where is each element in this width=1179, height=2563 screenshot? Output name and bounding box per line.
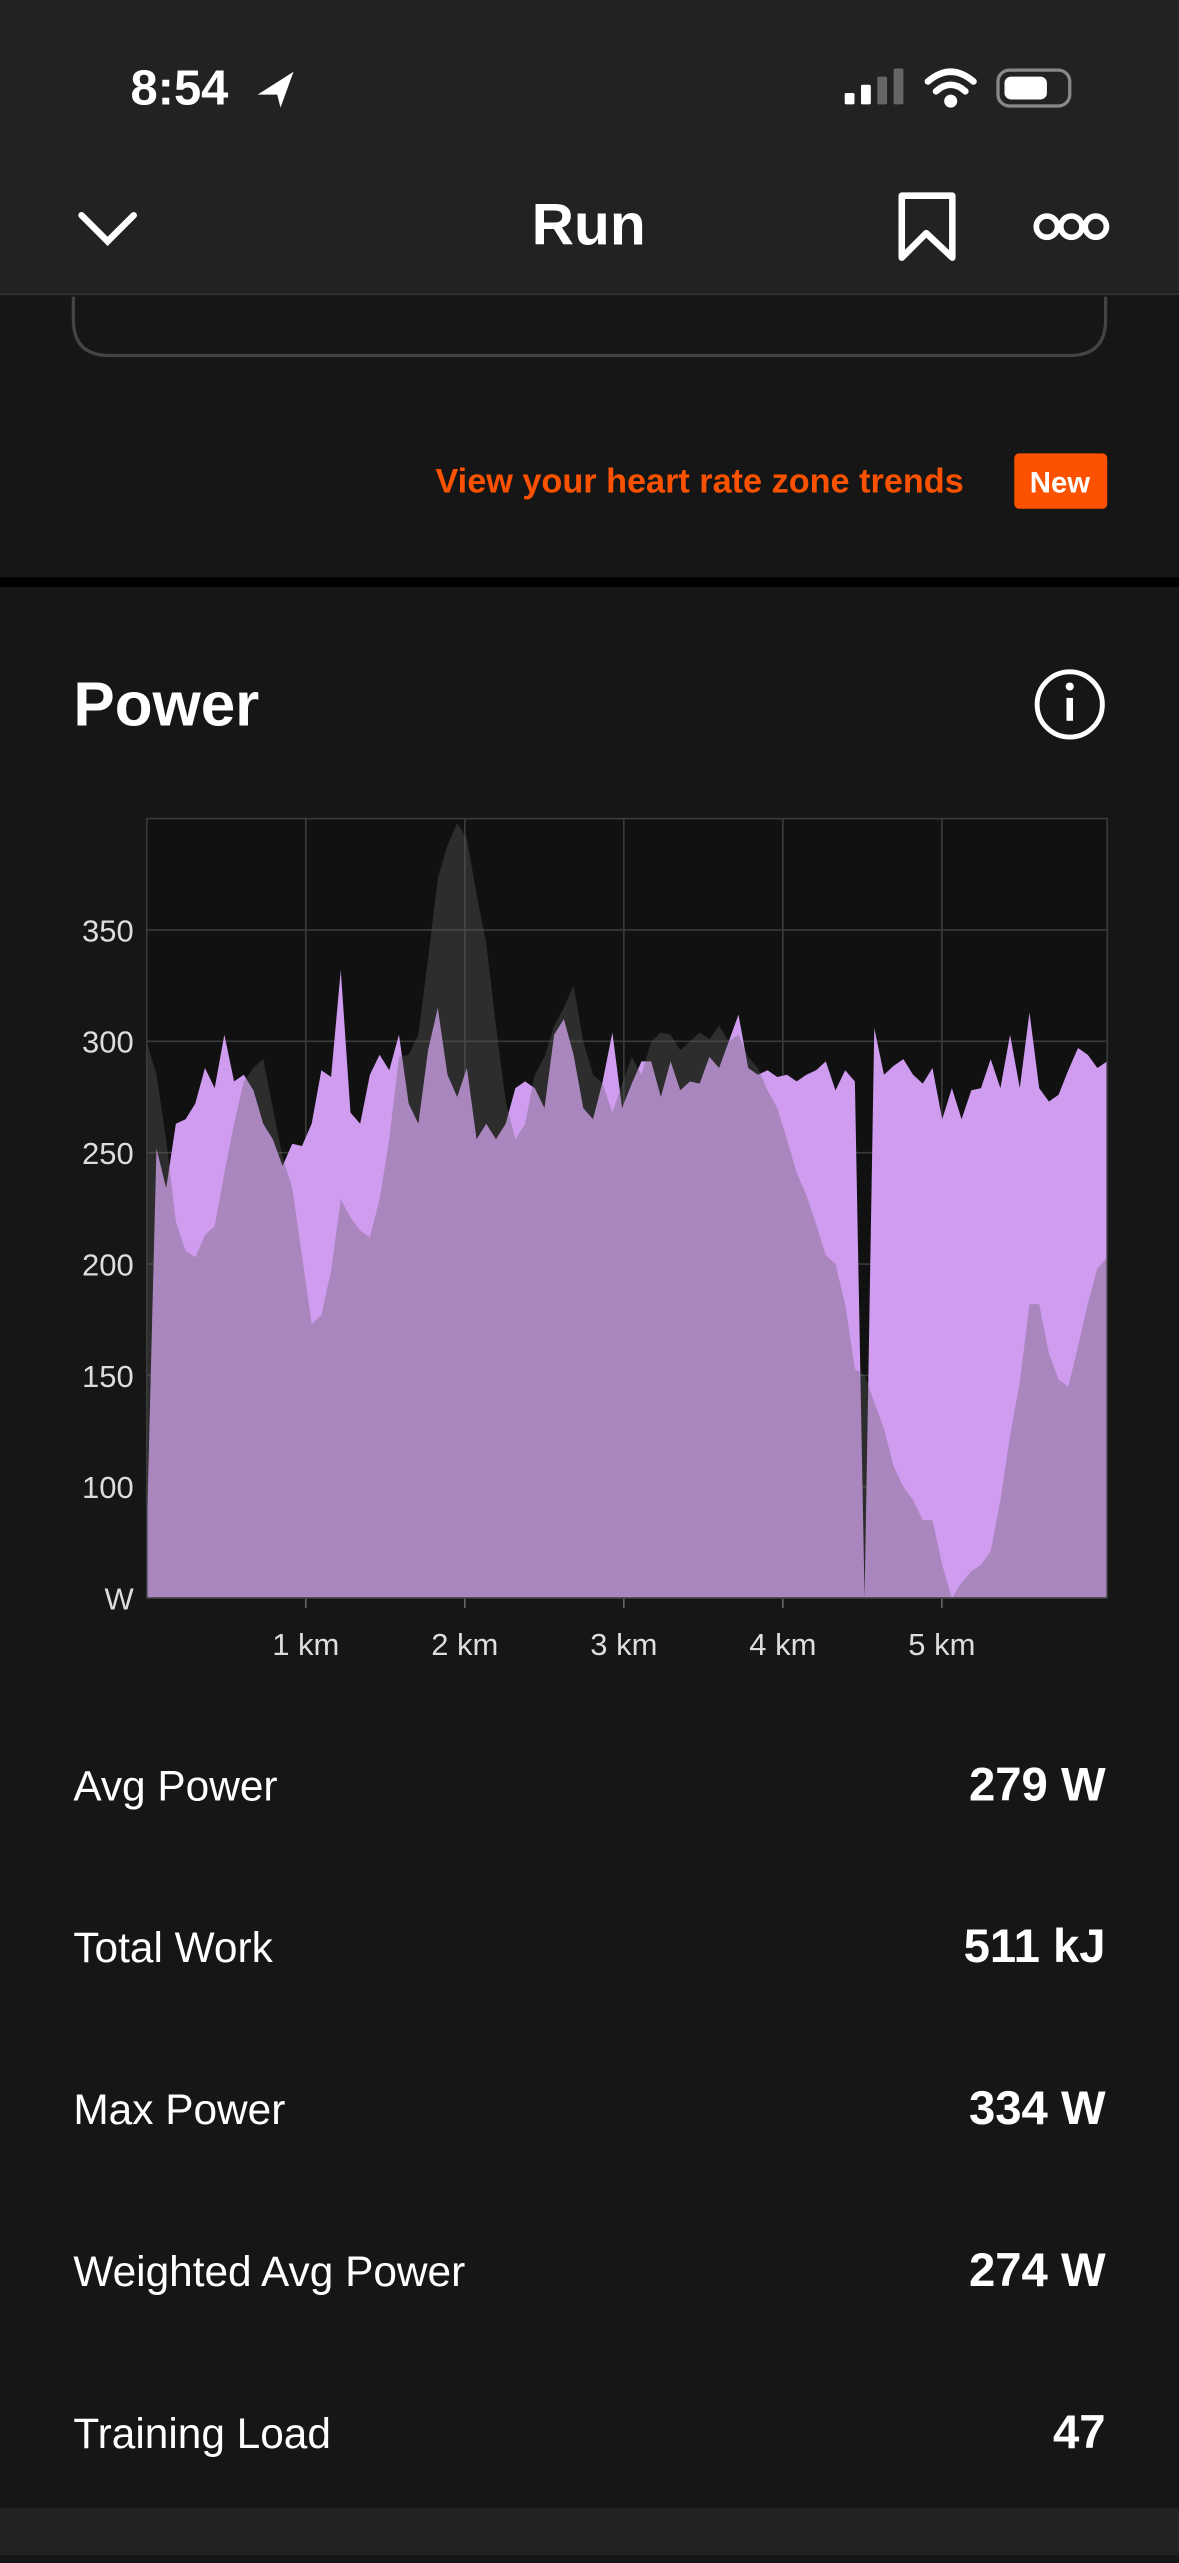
y-tick-label: 200: [82, 1247, 134, 1282]
battery-level: [1004, 76, 1047, 100]
y-tick-label: 100: [82, 1470, 134, 1505]
stats-list: Avg Power 279 W Total Work 511 kJ Max Power 3…: [73, 1758, 1106, 2459]
top-bar: [0, 0, 1179, 294]
trends-link[interactable]: View your heart rate zone trends: [435, 462, 963, 500]
plot-frame: [145, 817, 1109, 1599]
section-divider: [0, 577, 1179, 588]
area-series: [146, 823, 1108, 1599]
footer-bg: [0, 2508, 1179, 2557]
card-edge: [71, 296, 1108, 358]
stat-label: Weighted Avg Power: [73, 2248, 465, 2295]
y-tick-label: 150: [82, 1359, 134, 1394]
y-tick-label: 250: [82, 1136, 134, 1171]
location-icon: [257, 71, 294, 108]
area-series: [146, 970, 1108, 1599]
stat-value: 274 W: [969, 2244, 1106, 2297]
y-tick-label: 300: [82, 1025, 134, 1060]
stat-label: Training Load: [73, 2410, 331, 2457]
x-tick-label: 1 km: [272, 1627, 339, 1662]
x-tick-label: 3 km: [590, 1627, 657, 1662]
battery-icon: [996, 68, 1072, 108]
y-tick-label: 350: [82, 913, 134, 948]
wifi-icon: [924, 68, 977, 108]
y-tick-label: W: [104, 1582, 134, 1617]
collapse-button[interactable]: [78, 211, 137, 246]
status-time: 8:54: [130, 61, 228, 115]
stat-label: Total Work: [73, 1924, 273, 1971]
more-button[interactable]: [1033, 213, 1110, 241]
stat-value: 334 W: [969, 2082, 1106, 2135]
stat-value: 511 kJ: [964, 1920, 1106, 1973]
signal-icon: [844, 68, 904, 105]
x-tick-label: 2 km: [431, 1627, 498, 1662]
stat-value: 279 W: [969, 1758, 1106, 1811]
x-tick-label: 5 km: [908, 1627, 975, 1662]
screen-title: Run: [532, 193, 646, 258]
stat-label: Avg Power: [73, 1762, 277, 1809]
new-badge: New: [1030, 466, 1091, 499]
section-title: Power: [73, 671, 259, 740]
x-tick-label: 4 km: [749, 1627, 816, 1662]
bookmark-button[interactable]: [898, 192, 956, 261]
new-badge-bg: [1014, 453, 1108, 509]
info-button[interactable]: [1034, 669, 1105, 740]
stat-value: 47: [1053, 2406, 1106, 2459]
stat-label: Max Power: [73, 2086, 285, 2133]
